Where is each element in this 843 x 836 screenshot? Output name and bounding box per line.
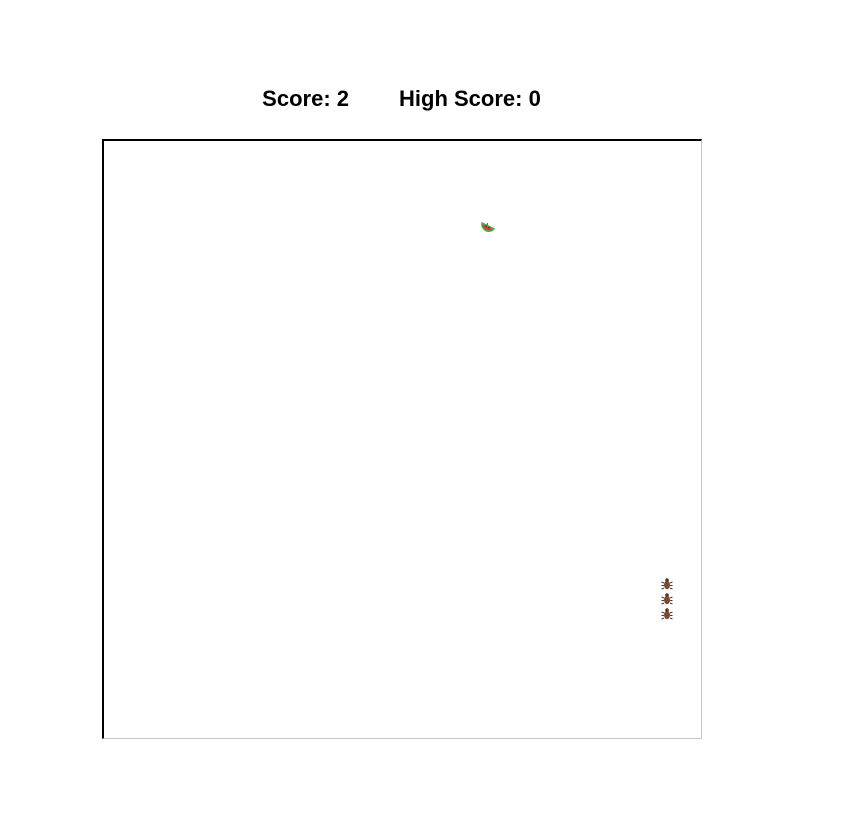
score-label: Score: 2 <box>262 86 349 111</box>
snake-segment-bug-icon <box>661 578 673 590</box>
game-board[interactable] <box>102 139 702 739</box>
snake-segment-bug-icon <box>661 593 673 605</box>
watermelon-slice-icon <box>481 222 495 233</box>
high-score-label: High Score: 0 <box>399 86 541 111</box>
scoreboard: Score: 2 High Score: 0 <box>0 86 803 112</box>
snake-segment-bug-icon <box>661 608 673 620</box>
